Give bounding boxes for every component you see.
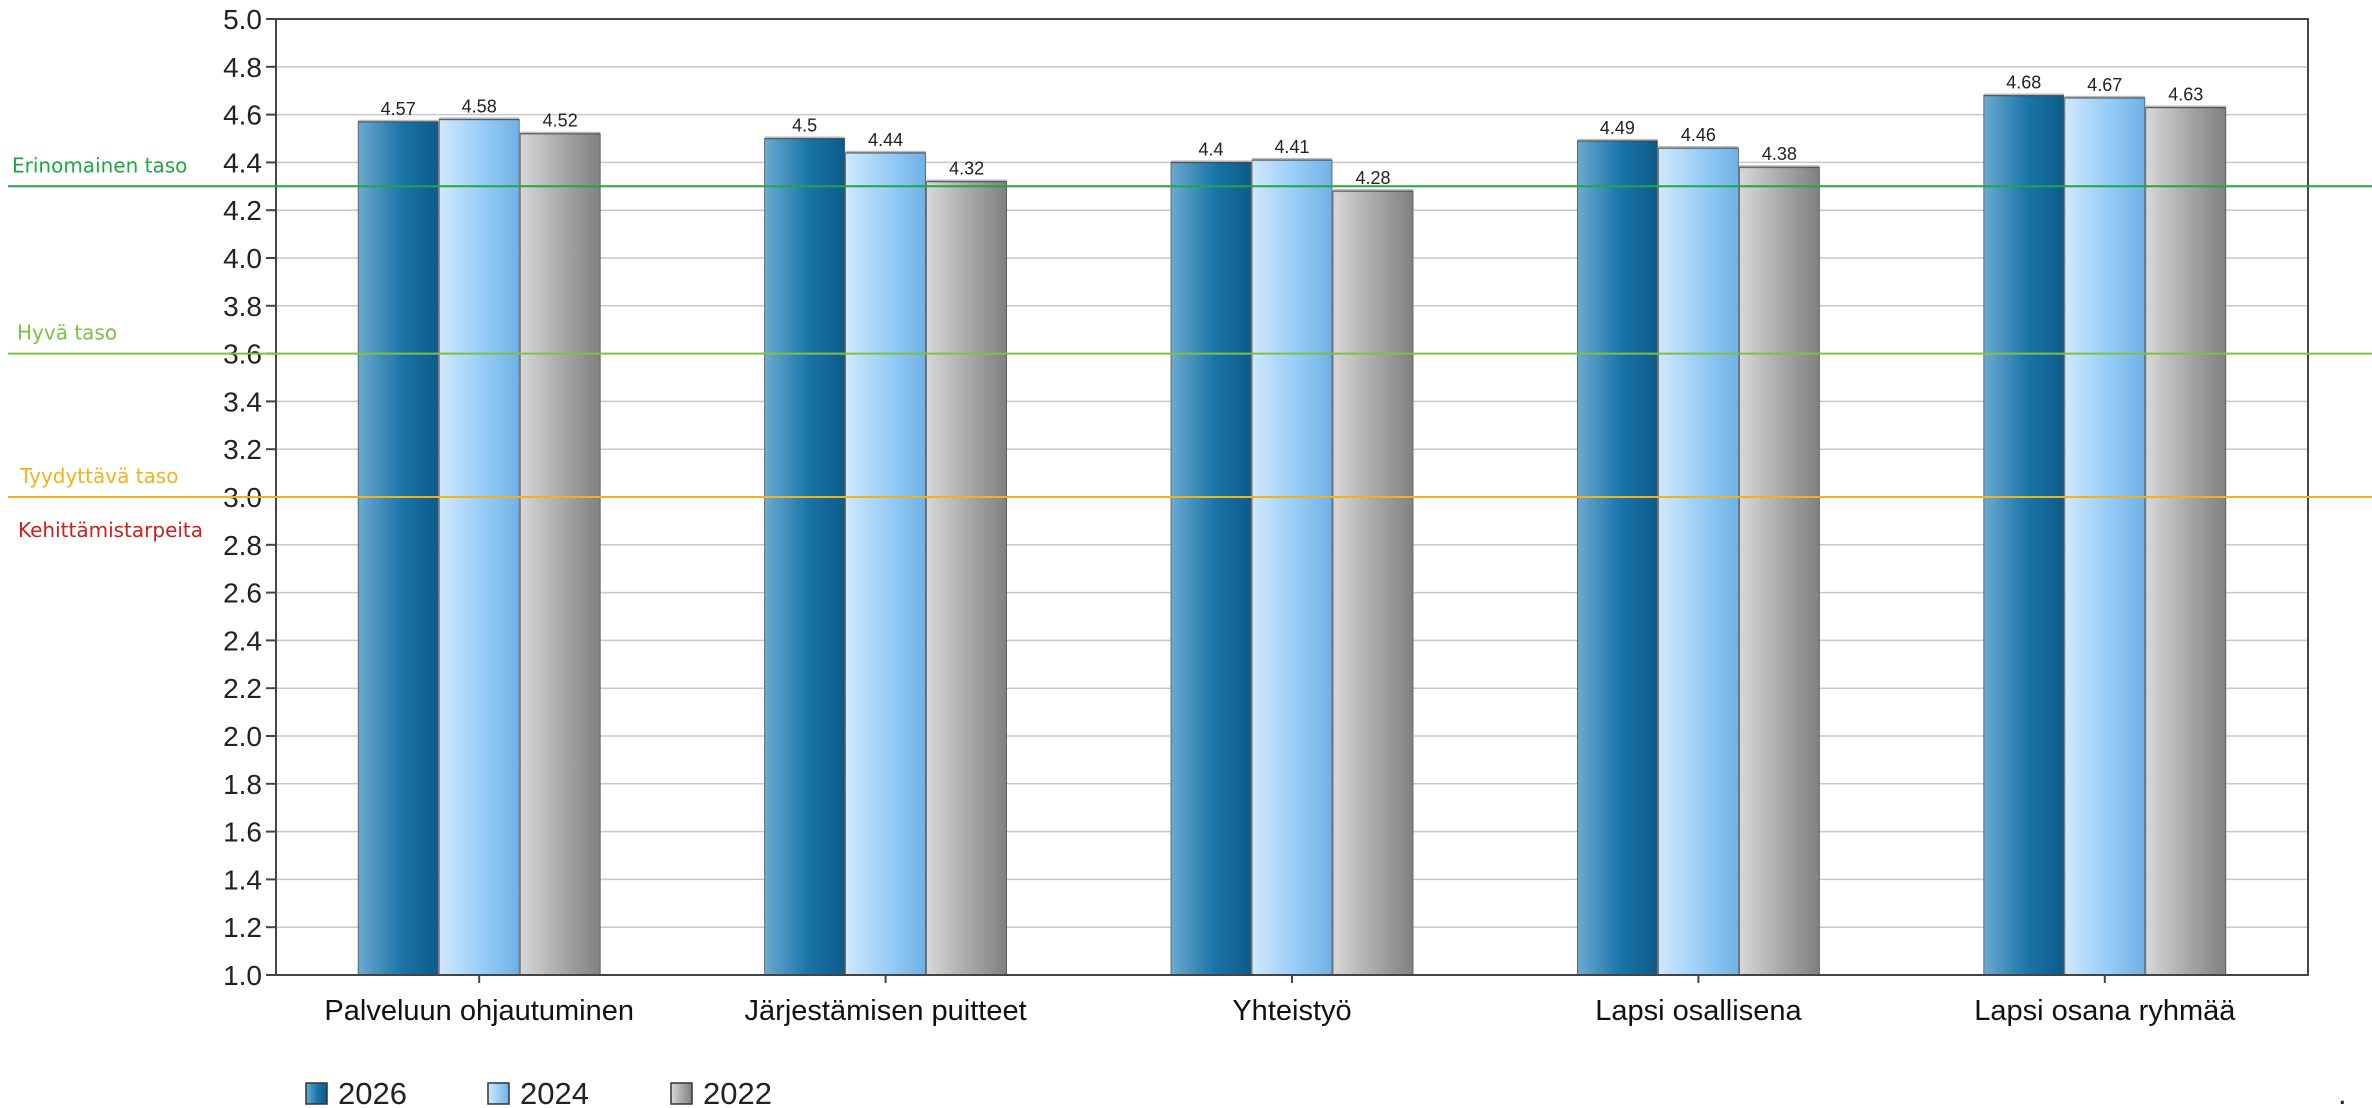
y-tick-label: 2.2 bbox=[223, 673, 262, 704]
x-category-label: Lapsi osallisena bbox=[1595, 995, 1802, 1027]
legend: 2026 2024 2022. bbox=[305, 1076, 2347, 1108]
y-tick-label: 3.2 bbox=[223, 434, 262, 465]
x-axis-categories: Palveluun ohjautuminen Järjestämisen puit… bbox=[324, 975, 2236, 1027]
bar-2026-1 bbox=[764, 138, 845, 976]
bar-top-edge bbox=[2064, 95, 2145, 99]
bar-2026-0 bbox=[357, 121, 439, 976]
bar-top-edge bbox=[1333, 189, 1413, 193]
bar-top-edge bbox=[845, 150, 926, 154]
bar-2022-1 bbox=[926, 181, 1007, 976]
data-label: 4.67 bbox=[2087, 75, 2122, 95]
bar-top-edge bbox=[1252, 158, 1332, 162]
y-tick-label: 1.8 bbox=[223, 769, 262, 800]
data-label: 4.57 bbox=[381, 99, 416, 119]
data-label: 4.63 bbox=[2168, 84, 2203, 104]
data-label: 4.28 bbox=[1355, 168, 1390, 188]
bar-2024-1 bbox=[845, 152, 926, 976]
y-tick-label: 4.6 bbox=[223, 100, 262, 131]
below-threshold-label: Kehittämistarpeita bbox=[18, 518, 203, 542]
y-tick-label: 2.0 bbox=[223, 721, 262, 752]
reference-label: Hyvä taso bbox=[17, 321, 117, 345]
legend-swatch-2024 bbox=[487, 1082, 510, 1105]
y-tick-label: 1.0 bbox=[223, 960, 262, 991]
y-tick-label: 2.6 bbox=[223, 578, 262, 609]
x-category-label: Palveluun ohjautuminen bbox=[324, 995, 634, 1027]
y-tick-label: 2.8 bbox=[223, 530, 262, 561]
bar-2022-4 bbox=[2145, 107, 2227, 976]
data-label: 4.49 bbox=[1600, 118, 1635, 138]
legend-label: 2024 bbox=[520, 1076, 589, 1108]
x-category-label: Järjestämisen puitteet bbox=[745, 995, 1027, 1027]
bar-2022-3 bbox=[1739, 166, 1820, 976]
data-label: 4.4 bbox=[1198, 139, 1223, 159]
data-label: 4.52 bbox=[543, 111, 578, 131]
y-tick-label: 1.4 bbox=[223, 864, 262, 895]
reference-lines: Erinomainen taso Hyvä taso Tyydyttävä taso… bbox=[8, 153, 2372, 542]
bars: 4.57 4.58 4.52 4.5 4.44 4.32 4.4 4.41 4.28 4.49 4.… bbox=[357, 72, 2227, 976]
reference-label: Tyydyttävä taso bbox=[19, 464, 178, 488]
bar-top-edge bbox=[1577, 138, 1658, 142]
bar-2026-2 bbox=[1170, 161, 1252, 976]
y-tick-label: 4.8 bbox=[223, 52, 262, 83]
data-label: 4.68 bbox=[2006, 72, 2041, 92]
bar-2026-3 bbox=[1577, 140, 1658, 976]
y-tick-label: 4.2 bbox=[223, 195, 262, 226]
bar-top-edge bbox=[764, 136, 845, 140]
bar-top-edge bbox=[2145, 105, 2226, 109]
data-label: 4.32 bbox=[949, 159, 984, 179]
data-label: 4.41 bbox=[1274, 137, 1309, 157]
legend-label: 2022 bbox=[703, 1076, 772, 1108]
x-category-label: Lapsi osana ryhmää bbox=[1974, 995, 2236, 1027]
bar-top-edge bbox=[439, 117, 520, 121]
reference-label: Erinomainen taso bbox=[12, 153, 187, 177]
bar-2024-0 bbox=[438, 118, 520, 976]
bar-top-edge bbox=[358, 119, 439, 123]
y-tick-label: 5.0 bbox=[223, 4, 262, 35]
bar-2024-2 bbox=[1251, 159, 1333, 976]
y-tick-label: 2.4 bbox=[223, 625, 262, 656]
trailing-mark: . bbox=[2338, 1076, 2347, 1108]
y-tick-label: 3.4 bbox=[223, 386, 262, 417]
y-tick-label: 1.2 bbox=[223, 912, 262, 943]
bar-2022-2 bbox=[1332, 190, 1414, 976]
bar-top-edge bbox=[1658, 146, 1739, 150]
data-label: 4.44 bbox=[868, 130, 903, 150]
data-label: 4.46 bbox=[1681, 125, 1716, 145]
y-tick-label: 4.4 bbox=[223, 147, 262, 178]
legend-label: 2026 bbox=[338, 1076, 407, 1108]
legend-swatch-2022 bbox=[670, 1082, 693, 1105]
x-category-label: Yhteistyö bbox=[1232, 995, 1351, 1027]
legend-swatch-2026 bbox=[305, 1082, 328, 1105]
bar-2024-4 bbox=[2064, 97, 2146, 976]
data-label: 4.5 bbox=[792, 116, 817, 136]
y-tick-label: 3.8 bbox=[223, 291, 262, 322]
bar-top-edge bbox=[1171, 160, 1251, 164]
bar-2026-4 bbox=[1983, 95, 2065, 976]
bar-2022-0 bbox=[519, 133, 601, 976]
y-tick-label: 4.0 bbox=[223, 243, 262, 274]
bar-top-edge bbox=[1739, 165, 1820, 169]
y-axis-ticks: 1.01.21.41.61.82.02.22.42.62.83.03.23.43… bbox=[223, 4, 276, 991]
bar-top-edge bbox=[1983, 93, 2064, 97]
data-label: 4.58 bbox=[462, 96, 497, 116]
bar-2024-3 bbox=[1658, 147, 1739, 976]
bar-top-edge bbox=[926, 179, 1007, 183]
bar-top-edge bbox=[520, 131, 601, 135]
data-label: 4.38 bbox=[1762, 144, 1797, 164]
y-tick-label: 1.6 bbox=[223, 817, 262, 848]
